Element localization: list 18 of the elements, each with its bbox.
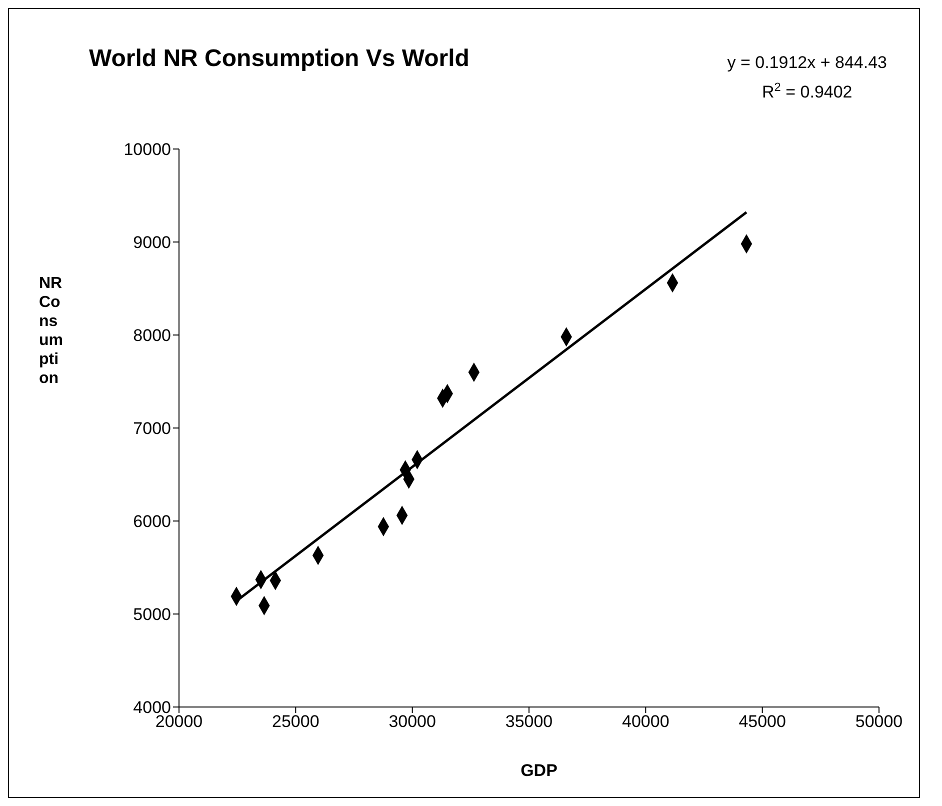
y-tick-label: 10000 (124, 140, 171, 160)
text: R$^{2}$ = 0.9402 (762, 80, 852, 102)
y-tick-label: 5000 (133, 605, 171, 624)
x-tick-label: 35000 (505, 712, 553, 732)
y-tick-label: 9000 (133, 233, 171, 252)
text: y = 0.1912x + 844.43 (727, 53, 887, 72)
y-axis-title: NR Consumption (39, 274, 64, 388)
x-axis-title: GDP (520, 761, 558, 781)
y-tick-label: 6000 (133, 512, 171, 532)
chart-title: World NR Consumption Vs World (89, 45, 470, 73)
y-tick-label: 7000 (133, 419, 171, 438)
x-tick-label: 50000 (855, 712, 903, 732)
x-tick-label: 40000 (622, 712, 670, 732)
x-tick-label: 20000 (155, 712, 203, 732)
x-tick-label: 30000 (388, 712, 436, 732)
y-tick-label: 8000 (133, 326, 171, 346)
x-tick-label: 45000 (738, 712, 786, 732)
x-tick-label: 25000 (272, 712, 320, 732)
